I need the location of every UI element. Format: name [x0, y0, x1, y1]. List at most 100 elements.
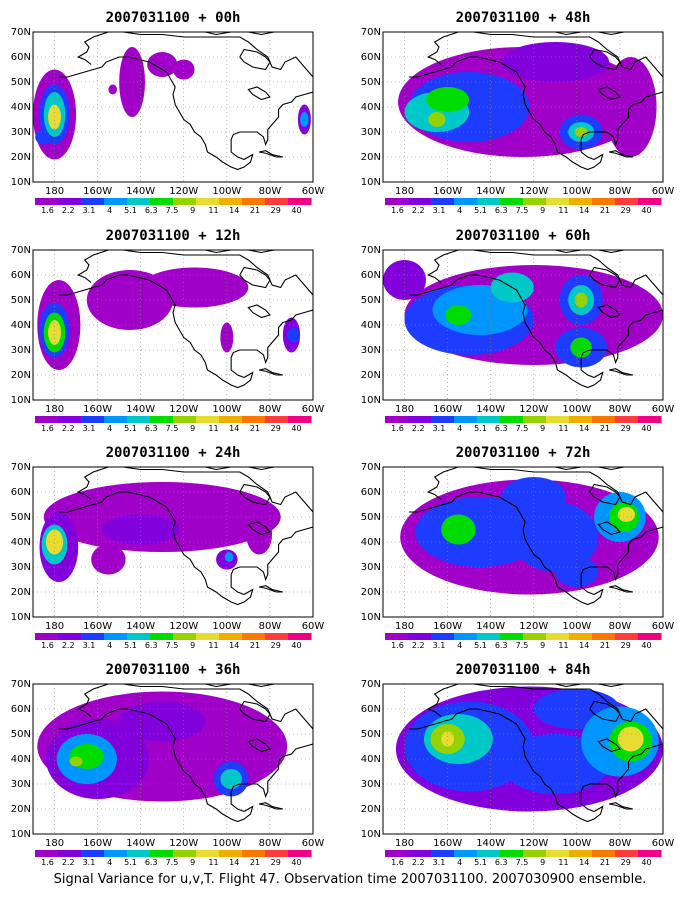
lon-label: 120W	[169, 404, 198, 415]
lon-label: 140W	[476, 621, 505, 632]
colorbar-swatch	[35, 198, 59, 205]
lon-label: 180	[45, 404, 64, 415]
colorbar-swatch	[546, 198, 570, 205]
colorbar-swatch	[58, 198, 82, 205]
colorbar-swatch	[569, 198, 593, 205]
coastline	[597, 521, 621, 536]
lon-label: 180	[395, 404, 414, 415]
variance-field	[37, 691, 288, 802]
colorbar-swatch	[104, 416, 128, 423]
lat-label: 70N	[361, 27, 381, 38]
colorbar-swatch	[431, 633, 455, 640]
variance-field	[37, 267, 301, 370]
variance-contour	[501, 477, 567, 517]
variance-contour	[173, 59, 195, 80]
grid-lines	[33, 467, 313, 617]
coastline	[609, 585, 633, 593]
coastline	[230, 743, 313, 813]
variance-field	[33, 47, 311, 160]
colorbar-label: 9	[190, 858, 195, 867]
colorbar-swatch	[150, 416, 174, 423]
lat-label: 20N	[11, 370, 31, 381]
colorbar-label: 6.3	[145, 206, 158, 215]
lat-label: 50N	[361, 295, 381, 306]
colorbar-swatch	[477, 633, 501, 640]
lon-label: 160W	[83, 404, 112, 415]
colorbar-swatch	[385, 850, 409, 857]
colorbar-swatch	[569, 416, 593, 423]
grid-lines	[383, 684, 663, 834]
map-panel: 2007031100 + 60h 70N 60N 50N 40N 30N 20N 10N 180…	[361, 228, 675, 433]
colorbar-swatch	[196, 416, 220, 423]
lon-label: 100W	[212, 838, 241, 849]
colorbar-swatch	[150, 850, 174, 857]
colorbar-label: 9	[540, 858, 545, 867]
lat-label: 60N	[361, 487, 381, 498]
colorbar-swatch	[500, 416, 524, 423]
variance-contour	[45, 529, 64, 555]
colorbar-swatch	[288, 633, 312, 640]
colorbar-swatch	[454, 416, 478, 423]
colorbar-swatch	[196, 633, 220, 640]
colorbar-label: 14	[229, 206, 239, 215]
colorbar-swatch	[477, 850, 501, 857]
colorbar-label: 7.5	[516, 858, 529, 867]
colorbar-swatch	[500, 633, 524, 640]
coastline	[58, 713, 107, 730]
colorbar-swatch	[638, 416, 662, 423]
map-panel: 2007031100 + 84h 70N 60N 50N 40N 30N 20N 10N 180…	[361, 662, 675, 867]
grid-lines	[383, 32, 663, 182]
lon-label: 120W	[519, 404, 548, 415]
colorbar-label: 29	[271, 641, 281, 650]
lon-label: 160W	[433, 404, 462, 415]
coastline	[259, 368, 283, 376]
colorbar-swatch	[477, 416, 501, 423]
colorbar-label: 1.6	[41, 424, 54, 433]
colorbar-swatch	[219, 416, 243, 423]
colorbar-swatch	[615, 850, 639, 857]
colorbar-swatch	[127, 633, 151, 640]
colorbar-swatch	[219, 850, 243, 857]
coastline	[609, 368, 633, 376]
coastline	[239, 266, 271, 289]
colorbar-label: 14	[579, 206, 589, 215]
lon-label: 60W	[302, 838, 325, 849]
lon-label: 160W	[433, 621, 462, 632]
lat-label: 60N	[361, 52, 381, 63]
lon-label: 120W	[519, 621, 548, 632]
grid-lines	[33, 250, 313, 400]
colorbar-label: 9	[190, 206, 195, 215]
variance-contour	[445, 305, 472, 325]
colorbar-label: 5.1	[474, 424, 487, 433]
lat-label: 60N	[11, 52, 31, 63]
lon-label: 140W	[476, 838, 505, 849]
colorbar-swatch	[523, 416, 547, 423]
colorbar-label: 21	[250, 641, 260, 650]
lat-label: 10N	[11, 612, 31, 623]
lon-label: 120W	[169, 186, 198, 197]
lat-label: 30N	[361, 127, 381, 138]
colorbar-label: 3.1	[83, 641, 96, 650]
coastline	[230, 91, 313, 161]
colorbar-swatch	[385, 198, 409, 205]
panel-frame	[382, 683, 664, 835]
colorbar-swatch	[35, 416, 59, 423]
coastline	[580, 526, 663, 596]
colorbar-label: 4	[457, 858, 462, 867]
lat-label: 40N	[361, 537, 381, 548]
lat-label: 50N	[11, 295, 31, 306]
colorbar-label: 1.6	[391, 858, 404, 867]
colorbar-label: 40	[291, 858, 301, 867]
lon-label: 140W	[126, 621, 155, 632]
colorbar-swatch	[265, 416, 289, 423]
colorbar-label: 4	[107, 641, 112, 650]
lon-label: 60W	[652, 621, 675, 632]
variance-contour	[140, 267, 249, 308]
map-panel: 2007031100 + 72h 70N 60N 50N 40N 30N 20N 10N 180…	[361, 445, 675, 650]
coastlines	[408, 250, 663, 389]
colorbar-label: 4	[107, 206, 112, 215]
lat-label: 30N	[361, 562, 381, 573]
coastlines	[408, 32, 663, 171]
variance-contour	[246, 514, 273, 555]
colorbar-label: 11	[558, 641, 568, 650]
